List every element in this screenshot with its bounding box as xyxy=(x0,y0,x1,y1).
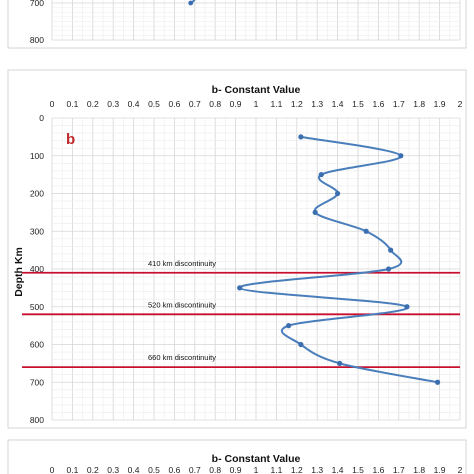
y-axis-tick-labels: 0 100 200 300 400 500 600 700 800 xyxy=(30,113,44,425)
bottom-x-tick-label: 2 xyxy=(458,465,463,474)
top-panel-frame xyxy=(7,0,467,49)
x-tick-label: 1.1 xyxy=(270,99,282,109)
bottom-x-tick-label: 1.6 xyxy=(372,465,384,474)
bottom-x-tick-label: 0.7 xyxy=(189,465,201,474)
x-tick-label: 1.5 xyxy=(352,99,364,109)
data-point xyxy=(318,172,324,178)
bottom-x-tick-label: 1.7 xyxy=(393,465,405,474)
discontinuity-label: 660 km discontinuity xyxy=(148,353,216,362)
bottom-x-tick-label: 1.4 xyxy=(332,465,344,474)
discontinuity-label: 520 km discontinuity xyxy=(148,300,216,309)
x-tick-label: 1.8 xyxy=(413,99,425,109)
top-panel-fragment: 700 800 xyxy=(7,0,467,49)
data-point xyxy=(337,360,343,366)
x-tick-label: 1 xyxy=(254,99,259,109)
bottom-x-tick-label: 1.5 xyxy=(352,465,364,474)
y-tick-label: 200 xyxy=(30,189,44,199)
y-tick-label: 600 xyxy=(30,340,44,350)
top-y-tick-700: 700 xyxy=(30,0,44,8)
bottom-x-axis-tick-labels: 0 0.1 0.2 0.3 0.4 0.5 0.6 0.7 0.8 0.9 1 1.1 1.2 1.3 1.… xyxy=(50,465,463,474)
b-value-series xyxy=(237,134,441,385)
y-tick-label: 400 xyxy=(30,264,44,274)
x-tick-label: 0.5 xyxy=(148,99,160,109)
discontinuity-label: 410 km discontinuity xyxy=(148,259,216,268)
x-tick-label: 0.3 xyxy=(107,99,119,109)
bottom-x-tick-label: 0.9 xyxy=(230,465,242,474)
bottom-panel-frame xyxy=(7,439,467,474)
y-tick-label: 300 xyxy=(30,226,44,236)
y-tick-label: 0 xyxy=(39,113,44,123)
x-tick-label: 0.8 xyxy=(209,99,221,109)
data-point xyxy=(312,209,318,215)
x-tick-label: 2 xyxy=(458,99,463,109)
bottom-x-tick-label: 0.1 xyxy=(66,465,78,474)
y-axis-title: Depth Km xyxy=(13,247,25,297)
main-chart-panel: b- Constant Value 0 0.1 0.2 0.3 0.4 0.5 0.6 0.7… xyxy=(7,69,467,429)
x-axis-tick-labels: 0 0.1 0.2 0.3 0.4 0.5 0.6 0.7 0.8 0.9 1 1.1 1.2 1.3 1.… xyxy=(50,99,463,109)
y-tick-label: 700 xyxy=(30,377,44,387)
x-tick-label: 1.2 xyxy=(291,99,303,109)
bottom-x-tick-label: 1 xyxy=(254,465,259,474)
x-tick-label: 0.9 xyxy=(230,99,242,109)
data-point xyxy=(386,266,392,272)
data-point xyxy=(298,341,304,348)
bottom-x-tick-label: 1.3 xyxy=(311,465,323,474)
bottom-x-tick-label: 0.4 xyxy=(128,465,140,474)
top-panel-grid xyxy=(51,0,461,41)
bottom-chart-title: b- Constant Value xyxy=(212,453,301,465)
bottom-x-tick-label: 0.8 xyxy=(209,465,221,474)
x-tick-label: 1.4 xyxy=(332,99,344,109)
bottom-x-tick-label: 0.3 xyxy=(107,465,119,474)
x-tick-label: 0 xyxy=(50,99,55,109)
bottom-x-tick-label: 1.1 xyxy=(270,465,282,474)
bottom-x-tick-label: 0.5 xyxy=(148,465,160,474)
data-point xyxy=(335,190,341,197)
data-point xyxy=(388,247,394,253)
bottom-x-tick-label: 1.9 xyxy=(434,465,446,474)
bottom-x-tick-label: 0.2 xyxy=(87,465,99,474)
bottom-x-tick-label: 1.8 xyxy=(413,465,425,474)
y-tick-label: 800 xyxy=(30,415,44,425)
x-tick-label: 1.7 xyxy=(393,99,405,109)
bottom-x-tick-label: 0.6 xyxy=(168,465,180,474)
x-tick-label: 0.7 xyxy=(189,99,201,109)
x-tick-label: 0.1 xyxy=(66,99,78,109)
x-tick-label: 0.4 xyxy=(128,99,140,109)
bottom-x-tick-label: 0 xyxy=(50,465,55,474)
data-point xyxy=(298,134,304,140)
data-point xyxy=(237,285,243,291)
data-point xyxy=(286,323,292,329)
bottom-x-tick-label: 1.2 xyxy=(291,465,303,474)
data-point xyxy=(404,304,410,310)
bottom-panel-fragment: b- Constant Value 0 0.1 0.2 0.3 0.4 0.5 0.6 0.7… xyxy=(7,439,467,474)
x-tick-label: 0.2 xyxy=(87,99,99,109)
discontinuity-lines: 410 km discontinuity 520 km discontinuity… xyxy=(22,259,460,369)
x-tick-label: 1.3 xyxy=(311,99,323,109)
y-tick-label: 500 xyxy=(30,302,44,312)
x-tick-label: 1.6 xyxy=(372,99,384,109)
y-tick-label: 100 xyxy=(30,151,44,161)
top-y-tick-800: 800 xyxy=(30,35,44,45)
data-point xyxy=(434,379,441,385)
chart-title: b- Constant Value xyxy=(212,84,301,96)
data-point xyxy=(398,153,404,159)
x-tick-label: 1.9 xyxy=(434,99,446,109)
x-tick-label: 0.6 xyxy=(168,99,180,109)
top-data-point xyxy=(188,0,194,6)
panel-letter: b xyxy=(66,131,75,148)
data-point xyxy=(363,228,369,234)
top-panel-series xyxy=(188,0,196,6)
